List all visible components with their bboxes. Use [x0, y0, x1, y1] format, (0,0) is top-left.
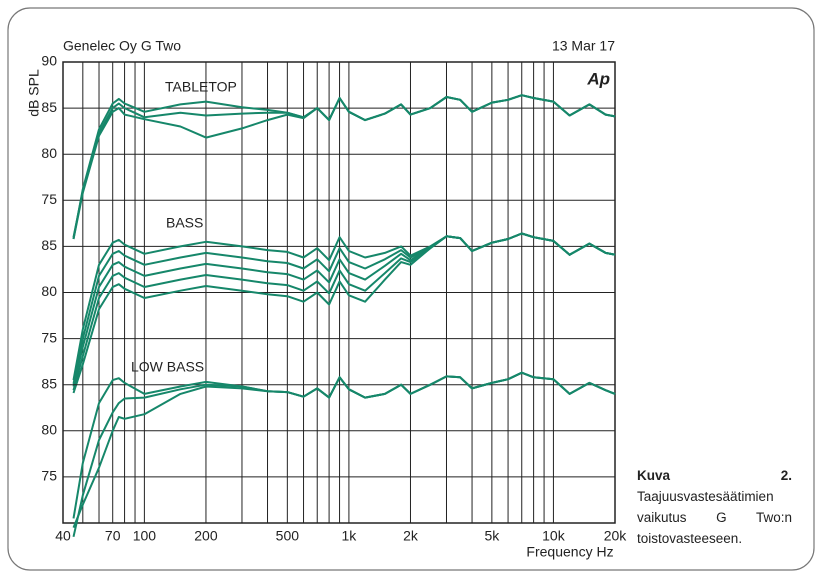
panel-label: BASS — [166, 215, 203, 231]
panel-label: LOW BASS — [131, 359, 204, 375]
logo: Ap — [586, 69, 610, 88]
x-tick-label: 100 — [133, 528, 157, 544]
x-tick-label: 40 — [55, 528, 71, 544]
caption-label: Kuva 2. — [637, 468, 792, 483]
x-tick-label: 1k — [342, 528, 358, 544]
x-tick-label: 70 — [105, 528, 121, 544]
y-tick-label: 75 — [41, 468, 57, 484]
y-tick-label: 75 — [41, 329, 57, 345]
y-tick-label: 85 — [41, 99, 57, 115]
x-tick-label: 500 — [276, 528, 300, 544]
y-tick-label: 75 — [41, 191, 57, 207]
response-curve — [72, 232, 616, 394]
chart-title: Genelec Oy G Two — [63, 38, 181, 54]
x-tick-label: 5k — [484, 528, 500, 544]
response-curve — [72, 94, 616, 240]
x-axis-label: Frequency Hz — [526, 544, 613, 560]
x-tick-label: 10k — [542, 528, 566, 544]
date: 13 Mar 17 — [552, 38, 615, 54]
x-tick-label: 200 — [194, 528, 218, 544]
response-curve — [72, 371, 616, 528]
x-tick-label: 2k — [403, 528, 419, 544]
y-tick-label: 80 — [41, 145, 57, 161]
y-tick-label: 85 — [41, 237, 57, 253]
y-axis-label: dB SPL — [26, 69, 42, 117]
y-tick-label: 85 — [41, 375, 57, 391]
y-tick-label: 80 — [41, 283, 57, 299]
y-tick-label: 90 — [41, 53, 57, 69]
panel-label: TABLETOP — [165, 79, 237, 95]
frame — [7, 7, 815, 571]
caption: Kuva 2. Taajuusvastesäätimien vaikutus G… — [637, 465, 792, 549]
x-tick-label: 20k — [604, 528, 628, 544]
caption-text: Taajuusvastesäätimien vaikutus G Two:n t… — [637, 489, 792, 546]
y-tick-label: 80 — [41, 422, 57, 438]
